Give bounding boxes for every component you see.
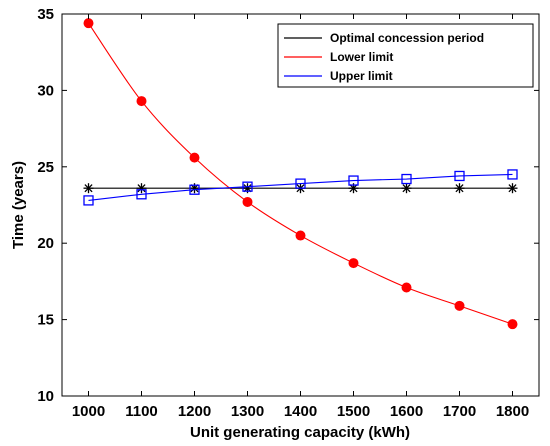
- data-point: [136, 183, 147, 194]
- series-2: [83, 169, 518, 206]
- data-point: [401, 173, 412, 185]
- data-point: [507, 183, 518, 194]
- data-point: [454, 170, 465, 182]
- data-point: [401, 282, 412, 293]
- x-tick-label: 1800: [496, 403, 529, 420]
- data-point: [83, 195, 94, 206]
- series-layer: [83, 18, 518, 330]
- y-tick-label: 15: [37, 312, 54, 329]
- data-point: [348, 175, 359, 186]
- x-tick-label: 1400: [284, 403, 317, 420]
- x-tick-label: 1200: [178, 403, 211, 420]
- x-tick-label: 1300: [231, 403, 264, 420]
- x-tick-label: 1500: [337, 403, 370, 420]
- data-point: [507, 319, 518, 330]
- x-tick-label: 1000: [72, 403, 105, 420]
- data-point: [83, 183, 94, 194]
- data-point: [136, 96, 147, 107]
- data-point: [242, 196, 253, 207]
- series-line: [88, 22, 513, 325]
- series-line: [88, 173, 513, 201]
- axes-layer: 1000 1100 1200 1300 1400 1500 1600 1700 1800 10 15…: [37, 6, 539, 420]
- legend-label: Lower limit: [330, 50, 393, 64]
- data-point: [136, 189, 147, 200]
- data-point: [454, 183, 465, 194]
- data-point: [189, 152, 200, 163]
- x-tick-label: 1100: [125, 403, 158, 420]
- legend-label: Optimal concession period: [330, 31, 484, 45]
- legend-label: Upper limit: [330, 69, 393, 83]
- x-axis-label: Unit generating capacity (kWh): [190, 424, 410, 441]
- x-tick-label: 1600: [390, 403, 423, 420]
- data-point: [507, 169, 518, 180]
- y-tick-label: 35: [37, 6, 54, 23]
- data-point: [83, 18, 94, 29]
- y-tick-label: 25: [37, 159, 54, 176]
- y-tick-label: 10: [37, 388, 54, 405]
- data-point: [401, 183, 412, 194]
- y-axis-label: Time (years): [10, 161, 27, 249]
- y-tick-label: 20: [37, 235, 54, 252]
- data-point: [348, 258, 359, 269]
- data-point: [242, 181, 253, 192]
- data-point: [189, 184, 200, 195]
- legend-box: [277, 23, 534, 88]
- x-tick-label: 1700: [443, 403, 476, 420]
- y-tick-label: 30: [37, 82, 54, 99]
- data-point: [295, 178, 306, 189]
- data-point: [295, 230, 306, 241]
- legend: Optimal concession period Lower limit Uppe…: [277, 23, 534, 88]
- data-point: [454, 300, 465, 311]
